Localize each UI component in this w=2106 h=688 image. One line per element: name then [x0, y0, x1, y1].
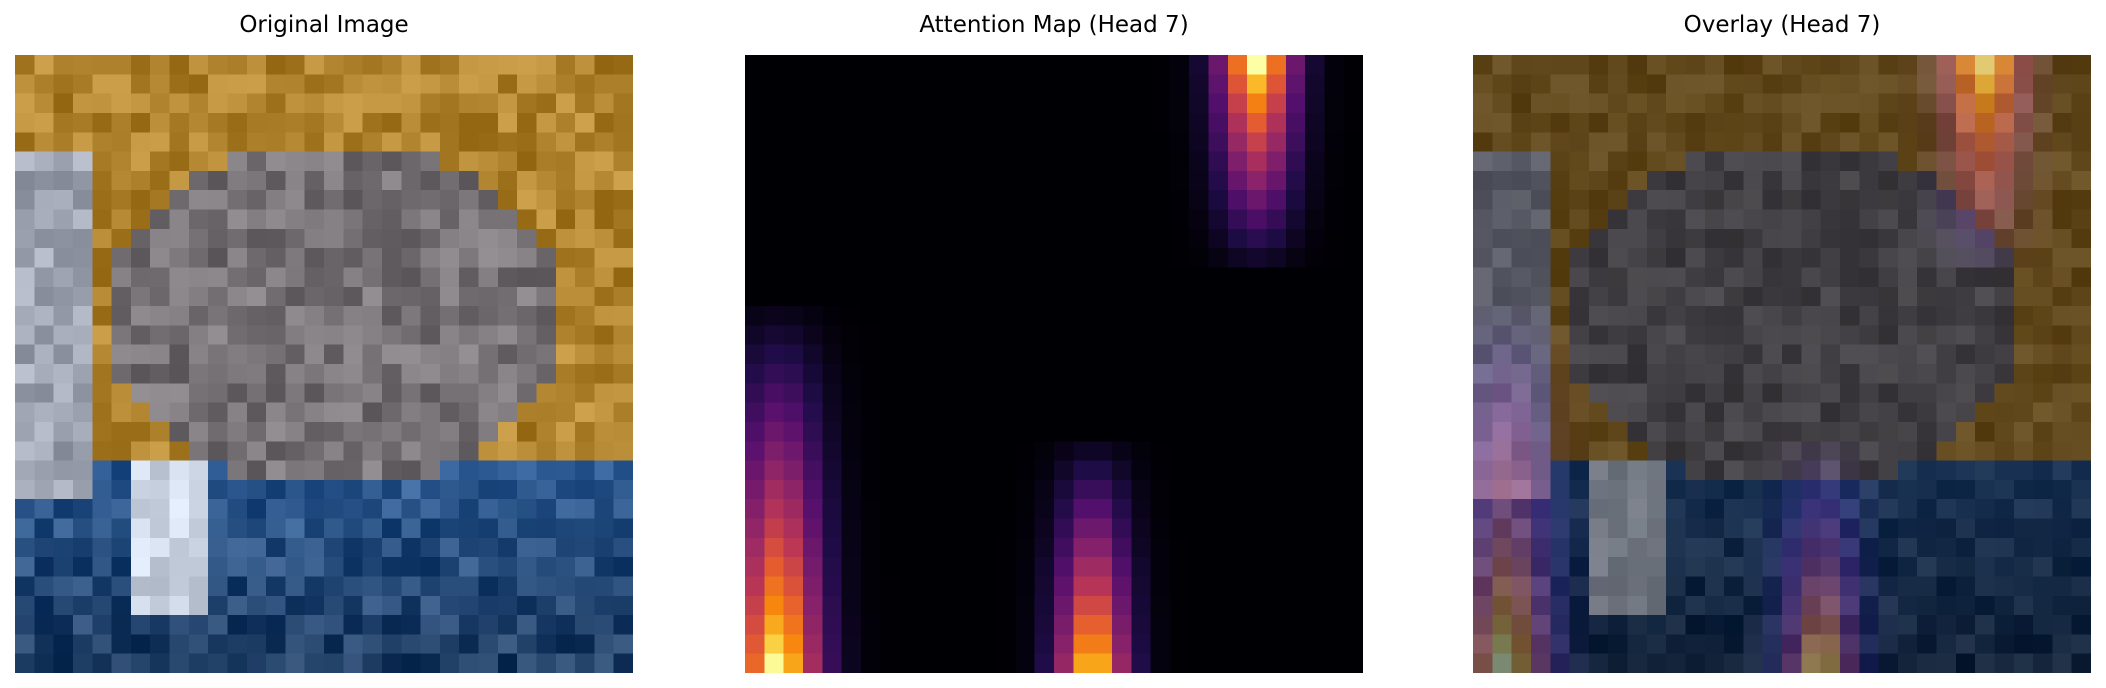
attention-map-title: Attention Map (Head 7) — [919, 12, 1189, 38]
original-image-title: Original Image — [239, 12, 409, 38]
attention-map-panel — [745, 55, 1363, 673]
original-image-panel — [15, 55, 633, 673]
overlay-title: Overlay (Head 7) — [1683, 12, 1881, 38]
overlay-panel — [1473, 55, 2091, 673]
